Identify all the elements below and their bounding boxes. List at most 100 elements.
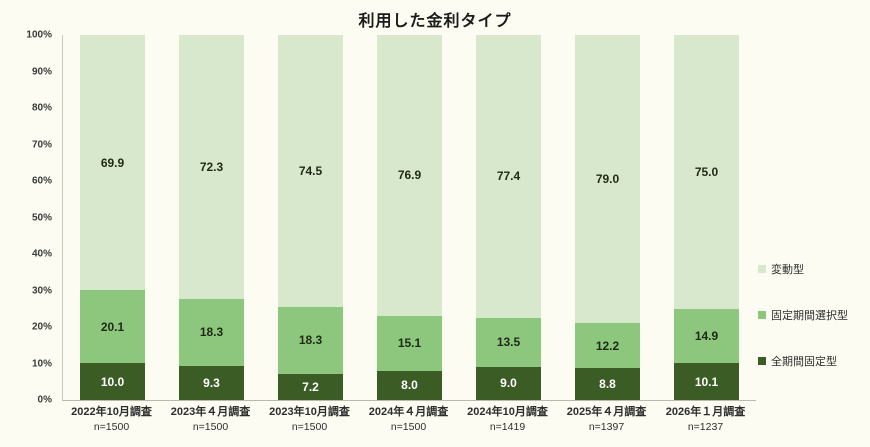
bar-segment: 13.5 [475, 317, 542, 367]
bar-segment: 14.9 [673, 308, 740, 364]
y-axis-tick-label: 20% [31, 321, 52, 333]
segment-value-label: 9.3 [203, 375, 220, 390]
segment-value-label: 12.2 [595, 338, 620, 353]
x-axis-label: 2025年４月調査 n=1397 [557, 404, 656, 435]
x-axis-category: 2024年10月調査 [467, 406, 548, 418]
x-axis-label: 2022年10月調査 n=1500 [62, 404, 161, 435]
segment-value-label: 8.0 [401, 378, 418, 393]
x-axis-category: 2026年１月調査 [665, 406, 746, 418]
bar-column: 79.0 12.2 8.8 [558, 35, 657, 400]
segment-value-label: 20.1 [100, 319, 125, 334]
segment-value-label: 9.0 [500, 376, 517, 391]
bar-segment: 18.3 [277, 306, 344, 374]
segment-value-label: 75.0 [694, 164, 719, 179]
x-axis-label: 2026年１月調査 n=1237 [656, 404, 755, 435]
x-axis-category: 2022年10月調査 [71, 406, 152, 418]
x-axis-category: 2024年４月調査 [368, 406, 449, 418]
x-axis-label: 2023年４月調査 n=1500 [161, 404, 260, 435]
y-axis-tick-label: 60% [31, 175, 52, 187]
x-axis-sample-size: n=1237 [687, 421, 724, 433]
segment-value-label: 72.3 [199, 159, 224, 174]
segment-value-label: 15.1 [397, 336, 422, 351]
legend-label: 固定期間選択型 [771, 310, 848, 322]
bar-segment: 12.2 [574, 323, 641, 368]
bar-column: 75.0 14.9 10.1 [657, 35, 756, 400]
legend-label: 全期間固定型 [771, 356, 837, 368]
x-axis-sample-size: n=1397 [588, 421, 625, 433]
x-axis-sample-size: n=1500 [93, 421, 130, 433]
y-axis-tick-label: 80% [31, 102, 52, 114]
bar-segment: 79.0 [574, 35, 641, 324]
bar-column: 77.4 13.5 9.0 [459, 35, 558, 400]
legend-label: 変動型 [771, 264, 804, 276]
stacked-bar: 76.9 15.1 8.0 [376, 35, 443, 400]
bar-column: 76.9 15.1 8.0 [360, 35, 459, 400]
bar-column: 72.3 18.3 9.3 [162, 35, 261, 400]
plot-area: 69.9 20.1 10.0 72.3 18.3 9.3 74.5 18.3 7.2 76.9 15… [62, 35, 756, 401]
segment-value-label: 14.9 [694, 328, 719, 343]
y-axis-tick-label: 10% [31, 358, 52, 369]
bar-segment: 72.3 [178, 35, 245, 299]
legend: 変動型固定期間選択型 全期間固定型 [758, 261, 848, 369]
x-axis-sample-size: n=1500 [192, 421, 229, 433]
bar-segment: 15.1 [376, 315, 443, 371]
segment-value-label: 74.5 [298, 163, 323, 178]
segment-value-label: 8.8 [599, 376, 616, 391]
bar-segment: 20.1 [79, 290, 146, 364]
segment-value-label: 69.9 [100, 155, 125, 170]
y-axis-tick-label: 40% [31, 248, 52, 260]
y-axis: 0% 10% 20% 30% 40% 50% 60% 70% 80% 90% 100% [0, 30, 58, 406]
x-axis-labels: 2022年10月調査 n=1500 2023年４月調査 n=1500 2023年10月調… [62, 404, 755, 435]
y-axis-tick-label: 50% [31, 212, 52, 223]
x-axis-sample-size: n=1500 [390, 421, 427, 433]
y-axis-tick-label: 100% [26, 29, 52, 41]
stacked-bar: 74.5 18.3 7.2 [277, 35, 344, 400]
x-axis-category: 2023年10月調査 [269, 406, 350, 418]
segment-value-label: 76.9 [397, 168, 422, 183]
stacked-bar: 79.0 12.2 8.8 [574, 35, 641, 400]
stacked-bar: 72.3 18.3 9.3 [178, 35, 245, 400]
y-axis-tick-label: 70% [31, 139, 52, 150]
bar-segment: 75.0 [673, 35, 740, 309]
x-axis-sample-size: n=1500 [291, 421, 328, 433]
stacked-bar: 75.0 14.9 10.1 [673, 35, 740, 400]
segment-value-label: 10.0 [100, 374, 125, 389]
bar-segment: 18.3 [178, 298, 245, 366]
segment-value-label: 18.3 [199, 325, 224, 340]
bar-segment: 10.1 [673, 363, 740, 400]
legend-swatch-icon [758, 265, 766, 273]
segment-value-label: 7.2 [302, 379, 319, 394]
segment-value-label: 13.5 [496, 335, 521, 350]
stacked-bar: 69.9 20.1 10.0 [79, 35, 146, 400]
bar-segment: 8.8 [574, 367, 641, 400]
bar-segment: 77.4 [475, 35, 542, 318]
bar-segment: 9.3 [178, 365, 245, 400]
x-axis-sample-size: n=1419 [489, 421, 526, 433]
legend-item: 固定期間選択型 [758, 307, 848, 323]
bar-segment: 10.0 [79, 363, 146, 400]
bar-column: 69.9 20.1 10.0 [63, 35, 162, 400]
legend-item: 変動型 [758, 261, 848, 277]
legend-item: 全期間固定型 [758, 353, 848, 369]
bar-column: 74.5 18.3 7.2 [261, 35, 360, 400]
x-axis-label: 2024年４月調査 n=1500 [359, 404, 458, 435]
bar-segment: 7.2 [277, 373, 344, 400]
x-axis-category: 2023年４月調査 [170, 406, 251, 418]
bar-segment: 74.5 [277, 35, 344, 307]
x-axis-label: 2024年10月調査 n=1419 [458, 404, 557, 435]
bar-segment: 69.9 [79, 35, 146, 291]
segment-value-label: 10.1 [694, 374, 719, 389]
legend-swatch-icon [758, 311, 766, 319]
segment-value-label: 18.3 [298, 333, 323, 348]
segment-value-label: 77.4 [496, 169, 521, 184]
y-axis-tick-label: 0% [37, 394, 52, 406]
segment-value-label: 79.0 [595, 172, 620, 187]
y-axis-tick-label: 90% [31, 66, 52, 77]
bar-segment: 8.0 [376, 370, 443, 400]
chart-title: 利用した金利タイプ [358, 13, 512, 30]
bar-segment: 76.9 [376, 35, 443, 316]
bar-segment: 9.0 [475, 366, 542, 400]
x-axis-category: 2025年４月調査 [566, 406, 647, 418]
y-axis-tick-label: 30% [31, 285, 52, 296]
